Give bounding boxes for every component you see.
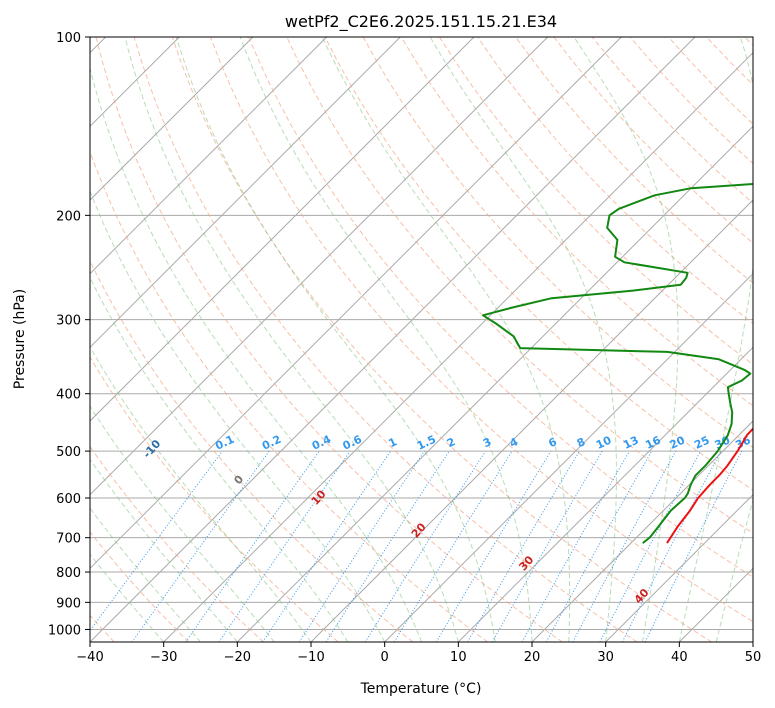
isotherm-line bbox=[90, 37, 401, 349]
isotherm-line bbox=[605, 493, 753, 642]
x-tick-label: −40 bbox=[76, 650, 103, 665]
y-tick-label: 400 bbox=[56, 388, 81, 403]
isotherm-line bbox=[163, 51, 753, 642]
mixing-ratio-line bbox=[644, 450, 743, 642]
mixing-ratio-label: 25 bbox=[692, 434, 711, 452]
y-tick-label: 800 bbox=[56, 566, 81, 581]
dry-adiabat-line bbox=[90, 531, 190, 642]
dry-adiabat-line bbox=[90, 356, 339, 642]
mixing-ratio-label: 13 bbox=[621, 434, 640, 452]
dry-adiabat-line bbox=[210, 37, 753, 623]
moist-adiabat-line bbox=[90, 189, 386, 642]
y-tick-label: 900 bbox=[56, 596, 81, 611]
dry-adiabat-line bbox=[90, 150, 488, 642]
mixing-ratio-line bbox=[325, 450, 450, 642]
x-tick-label: 0 bbox=[381, 650, 389, 665]
isotherm-line bbox=[90, 37, 475, 422]
x-tick-label: 30 bbox=[597, 650, 614, 665]
mixing-ratio-label: 16 bbox=[643, 433, 663, 451]
moist-adiabat-line bbox=[175, 37, 496, 642]
chart-title: wetPf2_C2E6.2025.151.15.21.E34 bbox=[285, 12, 557, 32]
dry-adiabat-line bbox=[324, 37, 753, 491]
isotherm-line bbox=[457, 346, 753, 642]
dry-adiabat-line bbox=[90, 445, 264, 642]
moist-adiabat-line bbox=[124, 37, 459, 642]
isotherm-line bbox=[236, 125, 753, 642]
isotherm-line bbox=[90, 37, 549, 496]
mixing-ratio-line bbox=[599, 450, 701, 642]
plot-frame bbox=[89, 36, 754, 643]
isotherm-line bbox=[384, 272, 753, 642]
mixing-ratio-line bbox=[393, 450, 513, 642]
dewpoint-profile-line bbox=[482, 182, 753, 544]
temperature-profile-line bbox=[666, 427, 753, 544]
mixing-ratio-line bbox=[621, 450, 722, 642]
y-tick-label: 700 bbox=[56, 532, 81, 547]
moist-adiabat-line bbox=[90, 66, 422, 642]
y-tick-label: 200 bbox=[56, 209, 81, 224]
moist-adiabat-line bbox=[239, 37, 533, 642]
moist-adiabat-line bbox=[429, 37, 617, 642]
isotherm-line bbox=[90, 37, 254, 201]
y-tick-label: 500 bbox=[56, 445, 81, 460]
y-tick-label: 600 bbox=[56, 492, 81, 507]
y-tick-label: 100 bbox=[56, 31, 81, 46]
mixing-ratio-line bbox=[435, 450, 552, 642]
mixing-ratio-line bbox=[90, 450, 223, 632]
moist-adiabat-line bbox=[321, 37, 571, 642]
mixing-ratio-line bbox=[131, 450, 270, 642]
dry-adiabat-line bbox=[400, 37, 753, 407]
mixing-ratio-label: 20 bbox=[668, 433, 688, 451]
y-axis-label: Pressure (hPa) bbox=[12, 289, 28, 389]
isotherm-line bbox=[90, 37, 328, 275]
mixing-ratio-line bbox=[298, 450, 425, 642]
moist-adiabat-line bbox=[90, 458, 238, 642]
dry-adiabat-line bbox=[515, 37, 753, 284]
x-tick-label: 20 bbox=[524, 650, 541, 665]
moist-adiabat-line bbox=[90, 346, 312, 642]
x-tick-label: 10 bbox=[450, 650, 467, 665]
isotherm-line bbox=[531, 420, 753, 642]
dry-adiabat-line bbox=[248, 37, 753, 578]
mixing-ratio-label: 10 bbox=[594, 433, 614, 451]
dry-adiabat-line bbox=[438, 37, 753, 366]
x-tick-label: −20 bbox=[224, 650, 251, 665]
mixing-ratio-line bbox=[262, 450, 392, 642]
dry-adiabat-line bbox=[133, 37, 638, 642]
moist-adiabat-line bbox=[715, 497, 753, 642]
x-tick-label: 50 bbox=[745, 650, 762, 665]
moist-adiabat-line bbox=[573, 37, 679, 642]
dry-adiabat-line bbox=[90, 259, 414, 642]
x-tick-label: 40 bbox=[671, 650, 688, 665]
dry-adiabat-line bbox=[171, 37, 712, 642]
mixing-ratio-line bbox=[467, 450, 580, 642]
x-tick-label: −10 bbox=[297, 650, 324, 665]
mixing-ratio-line bbox=[545, 450, 653, 642]
isotherm-line bbox=[90, 37, 622, 570]
y-tick-label: 300 bbox=[56, 314, 81, 329]
mixing-ratio-line bbox=[364, 450, 486, 642]
moist-adiabat-line bbox=[90, 276, 349, 642]
moist-adiabat-line bbox=[678, 37, 753, 642]
dry-adiabat-line bbox=[95, 37, 563, 642]
x-axis-label: Temperature (°C) bbox=[360, 681, 482, 697]
x-tick-label: −30 bbox=[150, 650, 177, 665]
y-tick-label: 1000 bbox=[48, 623, 81, 638]
moist-adiabat-line bbox=[90, 405, 275, 642]
